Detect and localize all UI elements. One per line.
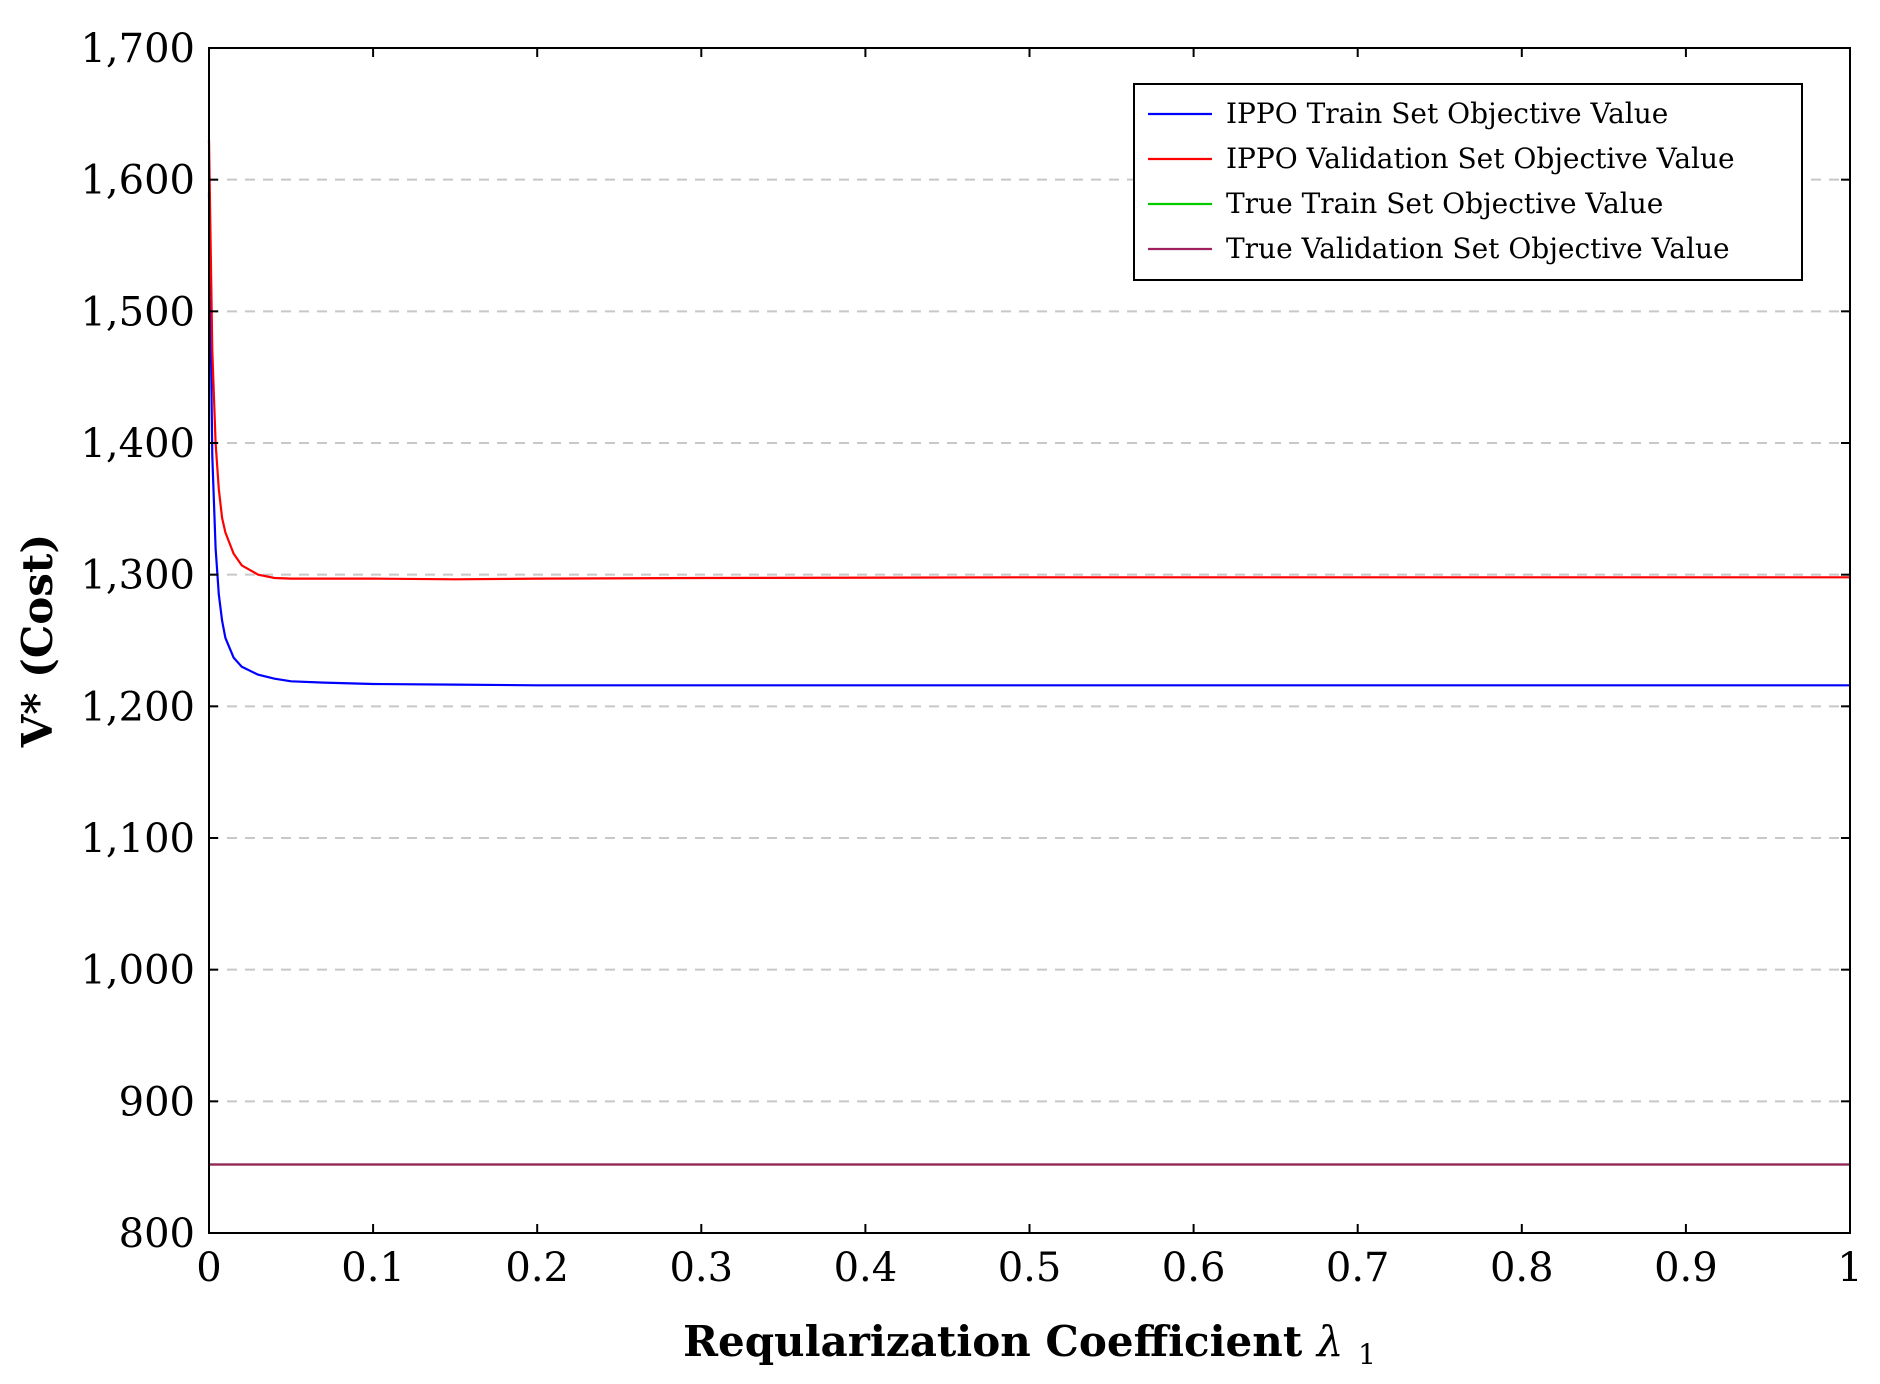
y-tick-label: 1,600 <box>80 158 195 204</box>
x-axis-title-subscript: 1 <box>1358 1338 1376 1371</box>
y-tick-label: 900 <box>119 1079 195 1125</box>
y-axis-ticks: 800 900 1,000 1,100 1,200 1,300 1,400 1,500 1,60… <box>80 26 1850 1257</box>
y-tick-label: 1,400 <box>80 421 195 467</box>
x-axis-title-text: Reqularization Coefficient <box>683 1317 1303 1366</box>
x-tick-label: 1 <box>1837 1245 1862 1291</box>
x-tick-label: 0.9 <box>1654 1245 1718 1291</box>
legend-box <box>1133 83 1803 281</box>
x-tick-label: 0 <box>196 1245 221 1291</box>
series-line-1 <box>207 192 1850 687</box>
y-tick-label: 1,100 <box>80 816 195 862</box>
legend-label: True Validation Set Objective Value <box>1226 232 1730 265</box>
legend-label: True Train Set Objective Value <box>1226 187 1663 220</box>
x-axis-title: Reqularization Coefficient λ 1 <box>683 1317 1376 1371</box>
y-tick-label: 1,000 <box>80 948 195 994</box>
legend-label: IPPO Train Set Objective Value <box>1226 97 1668 130</box>
y-tick-label: 1,300 <box>80 553 195 599</box>
y-tick-label: 1,700 <box>80 26 195 72</box>
x-axis-title-symbol: λ <box>1315 1317 1344 1366</box>
series-lines <box>207 140 1850 1166</box>
y-tick-label: 800 <box>119 1211 195 1257</box>
x-axis-ticks: 0 0.1 0.2 0.3 0.4 0.5 0.6 0.7 0.8 0.9 1 <box>196 48 1863 1291</box>
legend: IPPO Train Set Objective Value IPPO Valid… <box>1133 83 1803 281</box>
y-tick-label: 1,200 <box>80 684 195 730</box>
y-axis-title: V* (Cost) <box>13 534 62 748</box>
series-line-2 <box>207 140 1850 581</box>
x-tick-label: 0.3 <box>669 1245 733 1291</box>
x-tick-label: 0.8 <box>1490 1245 1554 1291</box>
x-tick-label: 0.5 <box>998 1245 1062 1291</box>
x-tick-label: 0.4 <box>834 1245 898 1291</box>
x-tick-label: 0.6 <box>1162 1245 1226 1291</box>
x-tick-label: 0.2 <box>505 1245 569 1291</box>
x-tick-label: 0.7 <box>1326 1245 1390 1291</box>
y-tick-label: 1,500 <box>80 289 195 335</box>
x-tick-label: 0.1 <box>341 1245 405 1291</box>
grid-lines <box>209 178 1850 1103</box>
legend-label: IPPO Validation Set Objective Value <box>1226 142 1735 175</box>
